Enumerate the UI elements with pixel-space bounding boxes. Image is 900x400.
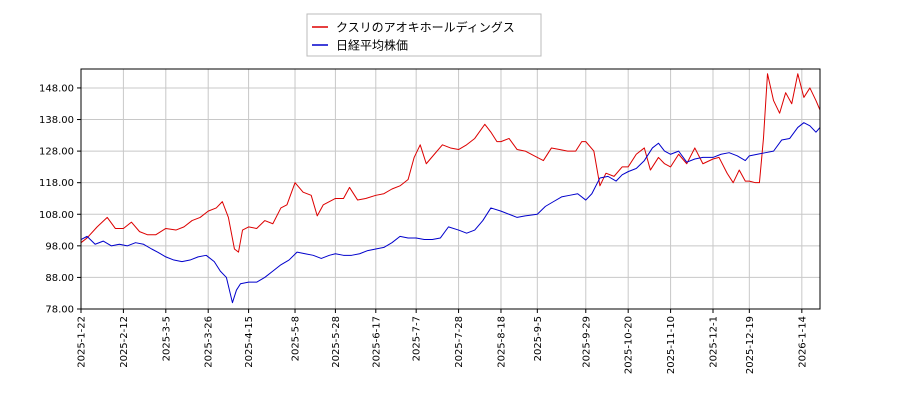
x-tick-label: 2025-7-28 bbox=[454, 316, 465, 368]
plot-frame bbox=[80, 68, 821, 310]
x-tick-label: 2025-10-20 bbox=[624, 316, 635, 374]
x-tick-label: 2025-5-8 bbox=[291, 316, 302, 361]
x-tick-label: 2025-5-28 bbox=[331, 316, 342, 368]
x-tick-label: 2025-2-12 bbox=[119, 316, 130, 368]
y-tick-label: 78.00 bbox=[45, 305, 74, 316]
y-tick-label: 128.00 bbox=[39, 147, 74, 158]
y-tick-label: 148.00 bbox=[39, 83, 74, 94]
series-line-0 bbox=[81, 73, 820, 253]
x-tick-label: 2025-12-19 bbox=[745, 316, 756, 374]
y-axis: 78.00 88.00 98.00 108.00 118.00 128.00 138.00 1… bbox=[39, 83, 81, 316]
y-tick-label: 118.00 bbox=[39, 178, 74, 189]
x-tick-label: 2025-6-17 bbox=[371, 316, 382, 368]
series-layer bbox=[81, 73, 820, 304]
x-tick-label: 2025-3-26 bbox=[204, 316, 215, 368]
x-tick-label: 2025-9-29 bbox=[581, 316, 592, 368]
series-line-1 bbox=[81, 122, 820, 304]
x-tick-label: 2025-3-5 bbox=[161, 316, 172, 361]
y-tick-label: 88.00 bbox=[45, 273, 74, 284]
grid-lines bbox=[80, 69, 820, 310]
x-tick-label: 2025-4-15 bbox=[244, 316, 255, 368]
x-axis: 2025-1-22 2025-2-12 2025-3-5 2025-3-26 2025-… bbox=[77, 309, 808, 374]
legend-label: クスリのアオキホールディングス bbox=[336, 20, 515, 35]
legend-box bbox=[306, 13, 542, 57]
x-tick-label: 2025-8-18 bbox=[496, 316, 507, 368]
legend-label: 日経平均株価 bbox=[336, 38, 408, 53]
x-tick-label: 2025-11-10 bbox=[666, 316, 677, 374]
y-tick-label: 138.00 bbox=[39, 115, 74, 126]
y-tick-label: 98.00 bbox=[45, 241, 74, 252]
x-tick-label: 2025-9-5 bbox=[533, 316, 544, 361]
x-tick-label: 2025-1-22 bbox=[77, 316, 88, 368]
x-tick-label: 2025-7-7 bbox=[412, 316, 423, 361]
x-tick-label: 2025-12-1 bbox=[708, 316, 719, 368]
y-tick-label: 108.00 bbox=[39, 210, 74, 221]
x-tick-label: 2026-1-14 bbox=[797, 316, 808, 368]
